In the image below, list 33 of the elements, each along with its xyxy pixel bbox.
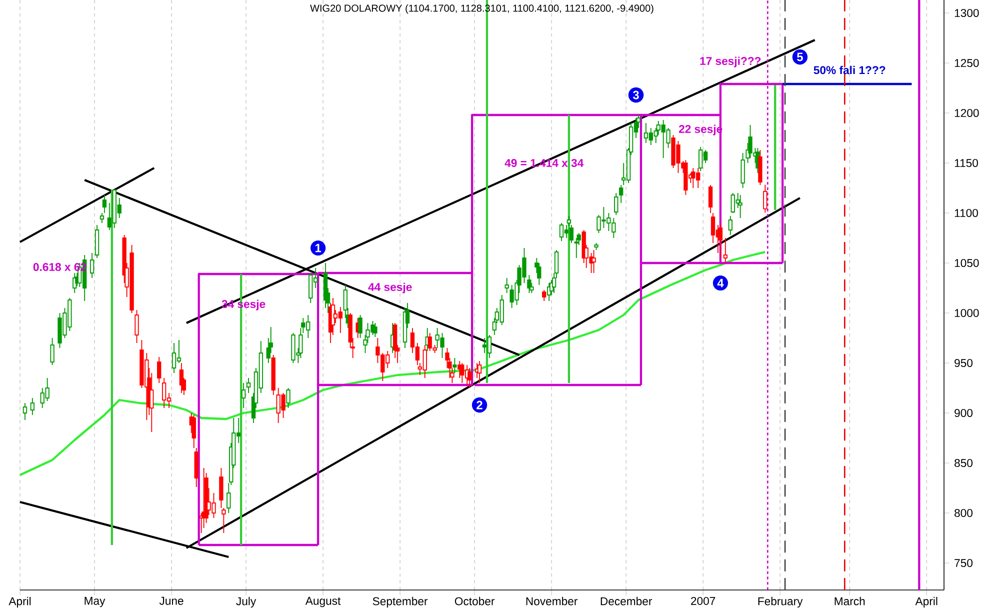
x-tick-label: May [84,596,106,608]
y-tick-label: 750 [954,559,973,568]
y-tick-label: 850 [954,459,973,468]
y-tick-label: 1250 [954,58,979,68]
y-tick-label: 1300 [954,8,979,18]
y-tick-label: 1100 [954,208,978,218]
x-tick-label: August [305,596,341,608]
annotation: 3 [632,90,639,100]
y-tick-label: 1000 [954,308,979,318]
x-tick-label: October [454,596,495,606]
y-tick-label: 950 [954,358,973,368]
y-tick-label: 900 [954,408,973,418]
y-tick-label: 1050 [954,258,979,268]
x-tick-label: November [526,596,578,606]
x-tick-label: December [600,596,652,606]
x-tick-label: July [236,596,256,608]
y-tick-label: 800 [954,508,973,518]
annotation: 44 sesje [368,282,412,294]
annotation: 5 [796,52,803,62]
x-tick-label: April [915,596,938,608]
y-tick-label: 1200 [954,108,979,118]
x-tick-label: April [8,596,31,608]
annotation: 2 [476,400,482,410]
annotation: 50% fali 1??? [814,66,886,74]
annotation: 17 sesji??? [700,56,761,68]
x-tick-label: February [758,596,803,608]
annotation: 4 [717,278,724,288]
annotation: 1 [315,244,322,252]
x-tick-label: 2007 [691,596,716,605]
y-tick-label: 1150 [954,158,978,168]
x-tick-label: March [834,596,865,606]
x-tick-label: June [159,596,184,605]
x-tick-label: September [372,596,428,608]
